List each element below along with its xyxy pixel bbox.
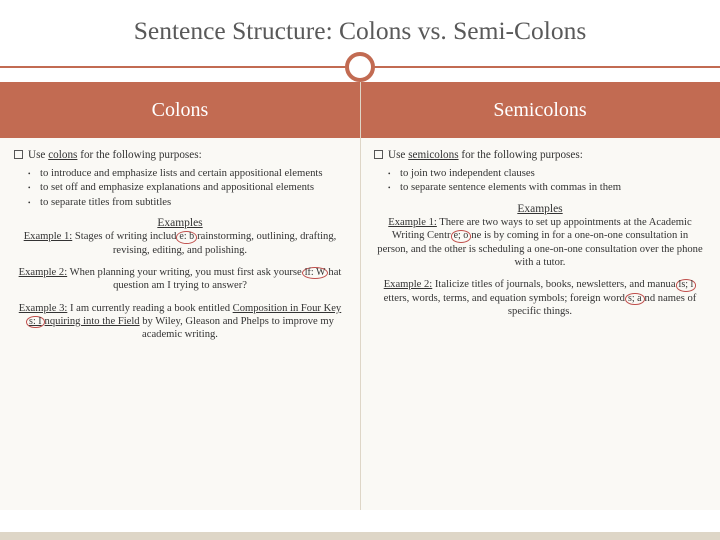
- colon-highlight-icon: s: I: [26, 316, 45, 329]
- example-text: When planning your writing, you must fir…: [67, 267, 302, 278]
- left-bullets: to introduce and emphasize lists and cer…: [14, 167, 346, 209]
- semicolon-highlight-icon: s; a: [625, 293, 645, 306]
- footer-strip: [0, 532, 720, 540]
- list-item: to join two independent clauses: [400, 167, 706, 180]
- example-text: I am currently reading a book entitled: [67, 303, 232, 314]
- example-text: Italicize titles of journals, books, new…: [432, 279, 675, 290]
- right-header-cell: Semicolons: [360, 82, 720, 138]
- divider-line: [0, 66, 720, 68]
- example-label: Example 3:: [19, 303, 68, 314]
- right-column: Use semicolons for the following purpose…: [360, 138, 720, 510]
- left-example-3: Example 3: I am currently reading a book…: [14, 302, 346, 342]
- example-label: Example 1:: [24, 231, 73, 242]
- left-examples-heading: Examples: [14, 217, 346, 229]
- example-label: Example 2:: [384, 279, 433, 290]
- example-label: Example 2:: [19, 267, 68, 278]
- book-title: nquiring into the Field: [45, 316, 140, 327]
- list-item: to set off and emphasize explanations an…: [40, 181, 346, 194]
- left-example-2: Example 2: When planning your writing, y…: [14, 266, 346, 293]
- right-bullets: to join two independent clauses to separ…: [374, 167, 706, 195]
- list-item: to separate titles from subtitles: [40, 196, 346, 209]
- book-title: Composition in Four Key: [233, 303, 342, 314]
- left-intro-prefix: Use: [28, 149, 48, 161]
- left-intro-suffix: for the following purposes:: [77, 149, 201, 161]
- left-column: Use colons for the following purposes: t…: [0, 138, 360, 510]
- colon-highlight-icon: lf: W: [302, 267, 329, 280]
- semicolon-highlight-icon: e; o: [451, 230, 472, 243]
- left-intro-keyword: colons: [48, 149, 77, 161]
- right-intro: Use semicolons for the following purpose…: [374, 148, 706, 163]
- right-example-2: Example 2: Italicize titles of journals,…: [374, 278, 706, 318]
- left-header-label: Colons: [152, 99, 209, 122]
- right-intro-keyword: semicolons: [408, 149, 458, 161]
- checkbox-icon: [374, 150, 383, 159]
- slide-title: Sentence Structure: Colons vs. Semi-Colo…: [0, 0, 720, 58]
- example-label: Example 1:: [388, 217, 437, 228]
- list-item: to separate sentence elements with comma…: [400, 181, 706, 194]
- left-header-cell: Colons: [0, 82, 360, 138]
- right-example-1: Example 1: There are two ways to set up …: [374, 216, 706, 269]
- right-intro-suffix: for the following purposes:: [459, 149, 583, 161]
- example-text: etters, words, terms, and equation symbo…: [384, 293, 625, 304]
- example-text: Stages of writing includ: [72, 231, 176, 242]
- left-example-1: Example 1: Stages of writing include: br…: [14, 230, 346, 257]
- right-examples-heading: Examples: [374, 203, 706, 215]
- left-intro: Use colons for the following purposes:: [14, 148, 346, 163]
- colon-highlight-icon: e: b: [176, 231, 197, 244]
- example-text: by Wiley, Gleason and Phelps to improve …: [140, 316, 334, 341]
- list-item: to introduce and emphasize lists and cer…: [40, 167, 346, 180]
- right-header-label: Semicolons: [493, 99, 586, 122]
- right-intro-prefix: Use: [388, 149, 408, 161]
- vertical-divider: [360, 82, 361, 138]
- column-header-band: Colons Semicolons: [0, 82, 720, 138]
- content-area: Use colons for the following purposes: t…: [0, 138, 720, 510]
- divider-circle-icon: [345, 52, 375, 82]
- vertical-divider: [360, 138, 361, 510]
- slide: Sentence Structure: Colons vs. Semi-Colo…: [0, 0, 720, 540]
- checkbox-icon: [14, 150, 23, 159]
- semicolon-highlight-icon: ls; l: [676, 279, 697, 292]
